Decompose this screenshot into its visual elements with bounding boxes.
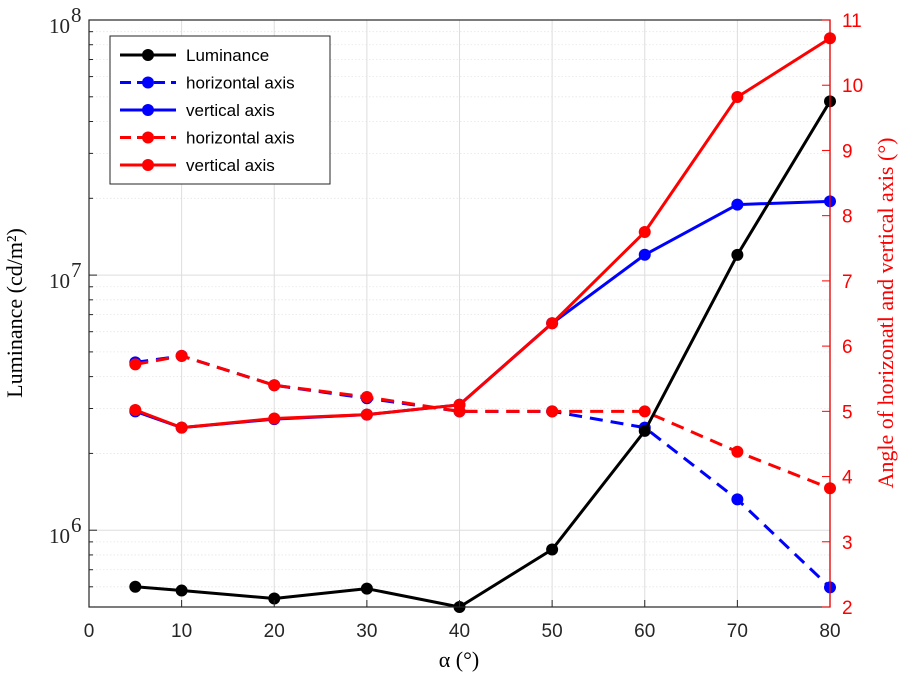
- data-point: [129, 580, 142, 593]
- y-right-axis-title: Angle of horizonatl and vertical axis (°…: [873, 138, 898, 489]
- legend-swatch-marker: [142, 131, 154, 144]
- x-tick-label: 70: [727, 621, 748, 642]
- y-right-tick-label: 11: [842, 11, 862, 32]
- y-left-tick-exponent: 8: [71, 3, 82, 27]
- y-left-tick-exponent: 7: [71, 258, 82, 282]
- data-point: [268, 379, 281, 392]
- legend-label: horizontal axis: [186, 74, 295, 93]
- data-point: [638, 424, 651, 437]
- data-point: [638, 225, 651, 238]
- y-right-tick-label: 9: [842, 141, 853, 162]
- x-tick-label: 10: [171, 621, 192, 642]
- x-tick-label: 30: [356, 621, 377, 642]
- x-tick-label: 40: [449, 621, 470, 642]
- legend-swatch-marker: [142, 49, 154, 61]
- legend-swatch-marker: [142, 159, 154, 171]
- x-tick-label: 80: [819, 621, 840, 642]
- data-point: [731, 445, 744, 458]
- x-tick-labels: 0 10 20 30 40 50 60 70 80: [84, 621, 841, 642]
- legend-swatch-marker: [142, 76, 154, 89]
- data-point: [638, 248, 651, 261]
- data-point: [731, 493, 744, 506]
- data-point: [175, 584, 188, 597]
- y-right-tick-label: 3: [842, 533, 853, 554]
- x-tick-label: 60: [634, 621, 655, 642]
- legend-label: vertical axis: [186, 101, 275, 120]
- y-left-tick-label: 10: [49, 524, 70, 548]
- data-point: [360, 390, 373, 403]
- x-tick-label: 50: [542, 621, 563, 642]
- data-point: [731, 198, 744, 211]
- y-left-tick-label: 10: [49, 14, 70, 38]
- y-right-tick-label: 7: [842, 272, 853, 293]
- legend-label: Luminance: [186, 46, 269, 65]
- series-4: [129, 32, 836, 434]
- legend-swatch-marker: [142, 104, 154, 116]
- axis-ticks: [88, 19, 831, 608]
- legend-label: horizontal axis: [186, 129, 295, 148]
- legend: Luminance horizontal axis vertical axis hor…: [109, 35, 331, 185]
- y-right-tick-label: 2: [842, 598, 853, 619]
- y-right-tick-label: 10: [842, 76, 863, 97]
- y-right-tick-labels: 2 3 4 5 6 7 8 9 10 11: [842, 11, 863, 619]
- data-point: [268, 592, 281, 605]
- data-point: [638, 405, 651, 418]
- data-point: [175, 349, 188, 362]
- x-tick-label: 20: [264, 621, 285, 642]
- y-left-axis-title: Luminance (cd/m²): [2, 228, 27, 398]
- data-point: [546, 543, 559, 556]
- y-left-tick-label: 10: [49, 269, 70, 293]
- y-left-tick-exponent: 6: [71, 513, 82, 537]
- series-line: [135, 354, 832, 589]
- data-point: [731, 248, 744, 261]
- data-point: [546, 317, 559, 330]
- y-right-tick-label: 4: [842, 468, 853, 489]
- data-point: [175, 421, 188, 434]
- y-right-tick-label: 6: [842, 337, 853, 358]
- data-point: [360, 408, 373, 421]
- data-point: [546, 405, 559, 418]
- data-point: [453, 398, 466, 411]
- data-point: [129, 404, 142, 417]
- x-axis-title: α (°): [439, 647, 479, 672]
- data-point: [731, 90, 744, 103]
- y-right-tick-label: 8: [842, 207, 853, 228]
- data-point: [129, 358, 142, 371]
- legend-label: vertical axis: [186, 156, 275, 175]
- x-tick-label: 0: [84, 621, 95, 642]
- data-point: [268, 412, 281, 425]
- y-right-tick-label: 5: [842, 402, 853, 423]
- data-point: [360, 582, 373, 595]
